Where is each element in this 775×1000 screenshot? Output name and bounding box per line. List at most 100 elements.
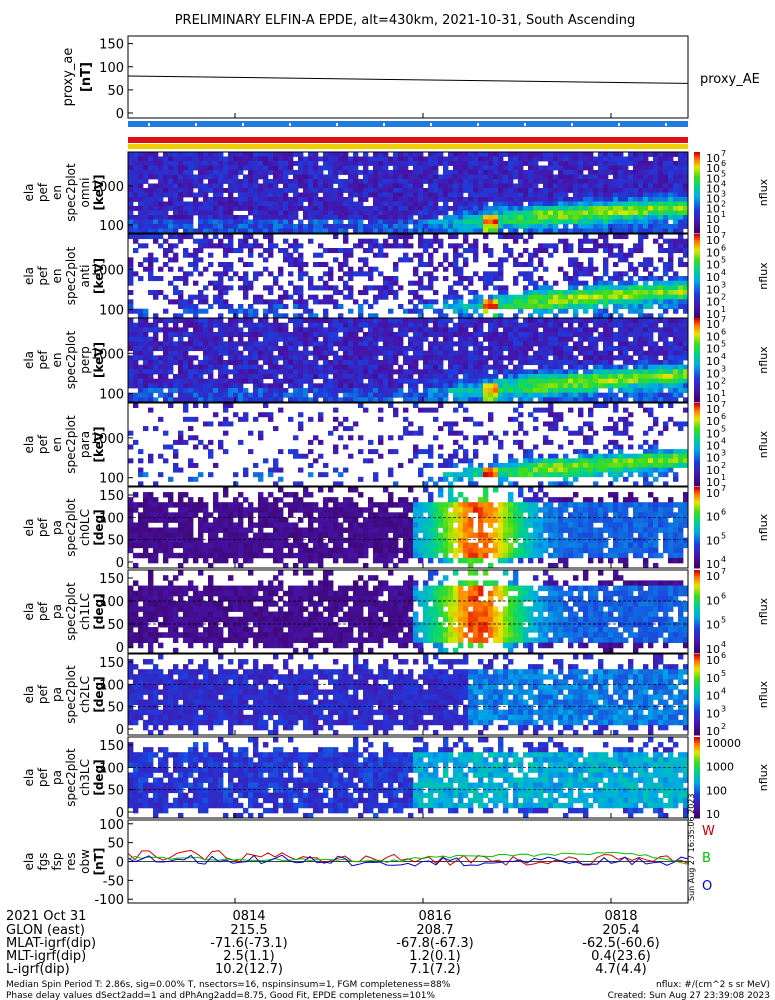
heatmap-cell bbox=[433, 165, 439, 171]
heatmap-cell bbox=[478, 383, 484, 389]
heatmap-cell bbox=[458, 318, 464, 324]
heatmap-cell bbox=[458, 243, 464, 249]
heatmap-cell bbox=[408, 201, 414, 207]
heatmap-cell bbox=[678, 322, 684, 328]
heatmap-cell bbox=[623, 383, 629, 389]
heatmap-cell bbox=[218, 322, 224, 328]
heatmap-cell bbox=[673, 392, 679, 398]
heatmap-cell bbox=[283, 156, 289, 162]
heatmap-cell bbox=[308, 378, 314, 384]
heatmap-cell bbox=[153, 313, 159, 319]
heatmap-cell bbox=[423, 360, 429, 366]
y-tick-label: 1000 bbox=[91, 347, 124, 362]
heatmap-cell bbox=[568, 183, 574, 189]
heatmap-cell bbox=[658, 336, 664, 342]
heatmap-cell bbox=[613, 336, 619, 342]
heatmap-cell bbox=[553, 156, 559, 162]
heatmap-cell bbox=[433, 238, 439, 244]
heatmap-cell bbox=[538, 294, 544, 300]
heatmap-cell bbox=[623, 388, 629, 394]
heatmap-cell bbox=[333, 299, 339, 305]
heatmap-cell bbox=[143, 228, 149, 234]
heatmap-cell bbox=[243, 174, 249, 180]
heatmap-cell bbox=[223, 360, 229, 366]
heatmap-cell bbox=[403, 369, 409, 375]
heatmap-cell bbox=[323, 346, 329, 352]
heatmap-cell bbox=[218, 346, 224, 352]
heatmap-cell bbox=[298, 304, 304, 310]
heatmap-cell bbox=[413, 271, 419, 277]
heatmap-cell bbox=[388, 397, 394, 403]
heatmap-cell bbox=[338, 397, 344, 403]
heatmap-cell bbox=[603, 248, 609, 254]
heatmap-cell bbox=[668, 285, 674, 291]
colorbar-tick-label: 10 bbox=[706, 355, 720, 368]
heatmap-cell bbox=[308, 360, 314, 366]
heatmap-cell bbox=[578, 248, 584, 254]
heatmap-cell bbox=[308, 336, 314, 342]
heatmap-cell bbox=[343, 369, 349, 375]
heatmap-cell bbox=[573, 364, 579, 370]
heatmap-cell bbox=[178, 238, 184, 244]
heatmap-cell bbox=[278, 378, 284, 384]
heatmap-cell bbox=[308, 364, 314, 370]
heatmap-cell bbox=[273, 161, 279, 166]
heatmap-cell bbox=[543, 201, 549, 207]
heatmap-cell bbox=[288, 369, 294, 375]
heatmap-cell bbox=[553, 248, 559, 254]
heatmap-cell bbox=[203, 188, 209, 193]
heatmap-cell bbox=[163, 201, 169, 207]
y-axis-label-line: [keV] bbox=[92, 258, 106, 294]
heatmap-cell bbox=[553, 243, 559, 249]
heatmap-cell bbox=[668, 206, 674, 211]
heatmap-cell bbox=[188, 336, 194, 342]
heatmap-cell bbox=[288, 346, 294, 352]
heatmap-cell bbox=[613, 308, 619, 314]
heatmap-cell bbox=[523, 179, 529, 184]
heatmap-cell bbox=[293, 290, 299, 296]
heatmap-cell bbox=[243, 224, 249, 229]
heatmap-cell bbox=[353, 341, 359, 347]
heatmap-cell bbox=[438, 206, 444, 211]
heatmap-cell bbox=[678, 332, 684, 338]
heatmap-cell bbox=[658, 210, 664, 216]
heatmap-cell bbox=[503, 369, 509, 375]
heatmap-cell bbox=[618, 224, 624, 229]
heatmap-cell bbox=[168, 192, 174, 198]
heatmap-cell bbox=[348, 266, 354, 272]
heatmap-cell bbox=[303, 397, 309, 403]
heatmap-cell bbox=[618, 165, 624, 171]
heatmap-cell bbox=[533, 322, 539, 328]
heatmap-cell bbox=[593, 266, 599, 272]
heatmap-cell bbox=[593, 374, 599, 380]
heatmap-cell bbox=[273, 299, 279, 305]
heatmap-cell bbox=[378, 188, 384, 193]
heatmap-cell bbox=[178, 156, 184, 162]
heatmap-cell bbox=[563, 152, 569, 157]
heatmap-cell bbox=[438, 188, 444, 193]
heatmap-cell bbox=[513, 332, 519, 338]
heatmap-cell bbox=[423, 285, 429, 291]
heatmap-cell bbox=[673, 318, 679, 324]
heatmap-cell bbox=[148, 152, 154, 157]
heatmap-cell bbox=[543, 322, 549, 328]
heatmap-cell bbox=[353, 364, 359, 370]
heatmap-cell bbox=[148, 165, 154, 171]
heatmap-cell bbox=[253, 392, 259, 398]
heatmap-cell bbox=[383, 397, 389, 403]
heatmap-cell bbox=[518, 206, 524, 211]
heatmap-cell bbox=[438, 156, 444, 162]
heatmap-cell bbox=[493, 206, 499, 211]
heatmap-cell bbox=[163, 308, 169, 314]
heatmap-cell bbox=[338, 322, 344, 328]
heatmap-cell bbox=[298, 206, 304, 211]
heatmap-cell bbox=[503, 285, 509, 291]
heatmap-cell bbox=[578, 346, 584, 352]
heatmap-cell bbox=[218, 280, 224, 286]
heatmap-cell bbox=[208, 170, 214, 175]
heatmap-cell bbox=[513, 322, 519, 328]
heatmap-cell bbox=[493, 364, 499, 370]
heatmap-cell bbox=[478, 276, 484, 282]
heatmap-cell bbox=[588, 219, 594, 225]
heatmap-cell bbox=[143, 332, 149, 338]
